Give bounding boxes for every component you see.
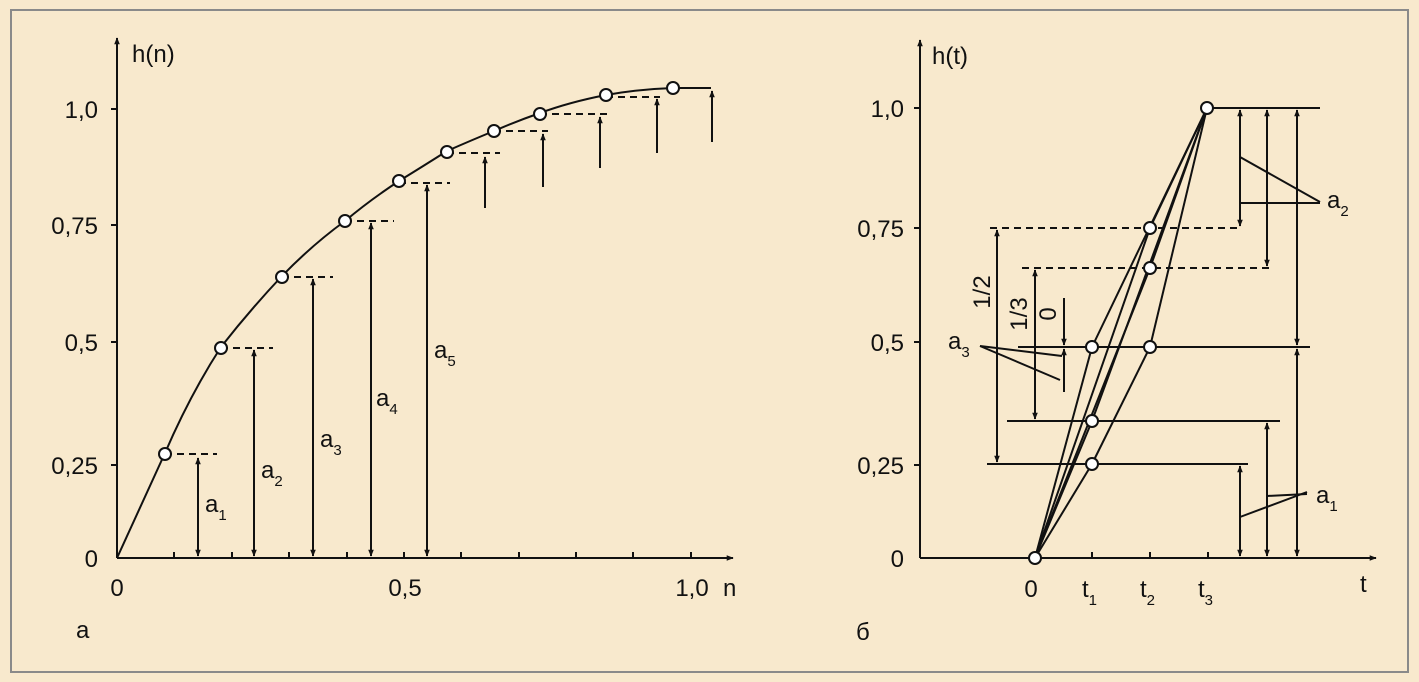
- panel-b-y-tick-10: 1,0: [871, 96, 904, 123]
- panel-a-x-axis-label: n: [723, 575, 736, 602]
- panel-a-step-lines: [165, 96, 660, 455]
- panel-b-y-tick-marks: [914, 107, 920, 466]
- panel-a-points: [158, 81, 680, 461]
- panel-b-y-axis-label: h(t): [932, 43, 968, 70]
- panel-a-label-a2: a2: [261, 457, 283, 490]
- panel-b-level-lines: [987, 107, 1320, 465]
- panel-a-curve: [116, 87, 711, 559]
- panel-a-label-a3: a3: [320, 426, 342, 459]
- panel-b-label-a1: a1: [1316, 482, 1338, 515]
- panel-b-fraction-half: 1/2: [969, 275, 996, 308]
- panel-a-y-tick-10: 1,0: [65, 97, 98, 124]
- panel-a-x-tick-marks: [173, 552, 692, 558]
- panel-b-x-tick-t1: t1: [1082, 576, 1097, 609]
- panel-b-amplitude-arrows: [1237, 109, 1300, 557]
- panel-b-y-tick-05: 0,5: [871, 330, 904, 357]
- panel-b-x-tick-0: 0: [1024, 576, 1037, 603]
- panel-b-y-tick-025: 0,25: [857, 453, 904, 480]
- panel-b-x-axis-label: t: [1360, 571, 1367, 598]
- panel-a-label-a4: a4: [376, 385, 398, 418]
- panel-b-label-a2: a2: [1327, 187, 1349, 220]
- panel-a-x-tick-10: 1,0: [675, 575, 708, 602]
- panel-a-label-a5: a5: [434, 337, 456, 370]
- panel-b-step-responses: [1034, 107, 1208, 559]
- panel-b-range-arrows: [994, 229, 1067, 463]
- panel-b-y-tick-075: 0,75: [857, 216, 904, 243]
- panel-a-amplitude-arrows: [195, 184, 430, 557]
- panel-b-x-tick-t3: t3: [1198, 576, 1213, 609]
- panel-b-leader-lines: [979, 156, 1321, 518]
- panel-a: h(n) n 0 0,25 0,5 0,75 1,0 0 0,5 1,0 а: [51, 37, 736, 644]
- panel-a-x-tick-0: 0: [110, 575, 123, 602]
- figure-frame: [10, 9, 1409, 673]
- panel-b-fraction-third: 1/3: [1006, 297, 1033, 330]
- panel-b-label: б: [856, 619, 870, 646]
- panel-b-label-a3: a3: [948, 328, 970, 361]
- panel-a-label-a1: a1: [205, 491, 227, 524]
- panel-a-y-tick-075: 0,75: [51, 213, 98, 240]
- panel-a-y-tick-05: 0,5: [65, 330, 98, 357]
- panel-a-label: а: [76, 617, 90, 644]
- panel-a-y-tick-0: 0: [85, 546, 98, 573]
- panel-a-x-tick-05: 0,5: [388, 575, 421, 602]
- panel-a-y-tick-marks: [111, 108, 117, 466]
- panel-b: h(t) t 0 0,25 0,5 0,75 1,0 0 t1 t2 t3 б: [856, 39, 1377, 646]
- panel-a-increment-arrows: [482, 90, 715, 208]
- panel-b-points: [1028, 101, 1214, 565]
- panel-b-fraction-zero: 0: [1035, 307, 1062, 320]
- panel-a-y-tick-025: 0,25: [51, 453, 98, 480]
- panel-b-y-tick-0: 0: [891, 546, 904, 573]
- panel-b-x-tick-t2: t2: [1140, 576, 1155, 609]
- panel-a-y-axis-label: h(n): [132, 41, 175, 68]
